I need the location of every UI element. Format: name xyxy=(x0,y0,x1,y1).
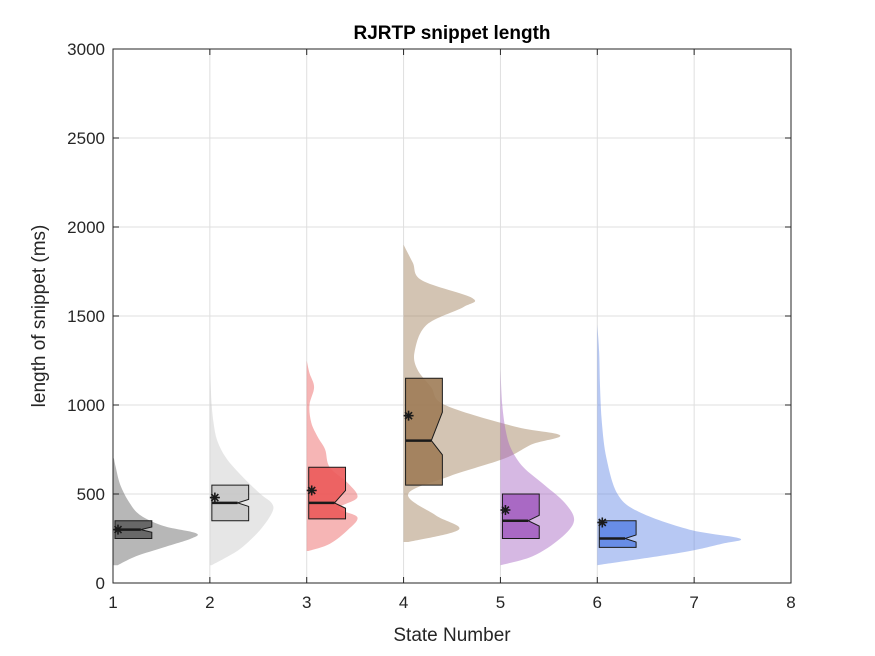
x-tick-label: 3 xyxy=(302,593,311,612)
y-tick-label: 0 xyxy=(96,574,105,593)
mean-marker-state-2 xyxy=(209,492,220,503)
mean-marker-state-1 xyxy=(113,524,123,535)
y-tick-label: 2500 xyxy=(67,129,105,148)
axis-layer: 1 2 3 4 5 6 7 8 0 500 1000 1500 2000 2500 3000 xyxy=(67,40,796,612)
x-axis-label: State Number xyxy=(393,625,511,646)
violin-state-1 xyxy=(113,458,198,566)
y-tick-label: 2000 xyxy=(67,218,105,237)
x-tick-label: 2 xyxy=(205,593,214,612)
y-tick-label: 1500 xyxy=(67,307,105,326)
grid-layer xyxy=(112,48,792,584)
box-state-5 xyxy=(501,493,540,539)
box-state-3 xyxy=(308,466,347,520)
box-state-4 xyxy=(405,377,443,486)
mean-marker-state-6 xyxy=(597,517,608,528)
mean-marker-state-3 xyxy=(306,485,317,496)
box-state-6 xyxy=(598,520,637,548)
x-tick-label: 8 xyxy=(786,593,795,612)
chart-title: RJRTP snippet length xyxy=(353,23,550,44)
x-tick-label: 7 xyxy=(689,593,698,612)
x-tick-label: 6 xyxy=(593,593,602,612)
y-tick-label: 500 xyxy=(77,485,105,504)
violin-state-2 xyxy=(209,364,274,566)
y-axis-label: length of snippet (ms) xyxy=(29,225,50,408)
y-tick-label: 1000 xyxy=(67,396,105,415)
x-tick-label: 5 xyxy=(496,593,505,612)
x-tick-label: 4 xyxy=(399,593,408,612)
boxes-layer xyxy=(113,377,637,548)
y-tick-label: 3000 xyxy=(67,40,105,59)
x-tick-label: 1 xyxy=(108,593,117,612)
mean-marker-state-4 xyxy=(403,410,414,421)
violin-state-3 xyxy=(306,360,358,551)
mean-marker-state-5 xyxy=(500,505,511,516)
